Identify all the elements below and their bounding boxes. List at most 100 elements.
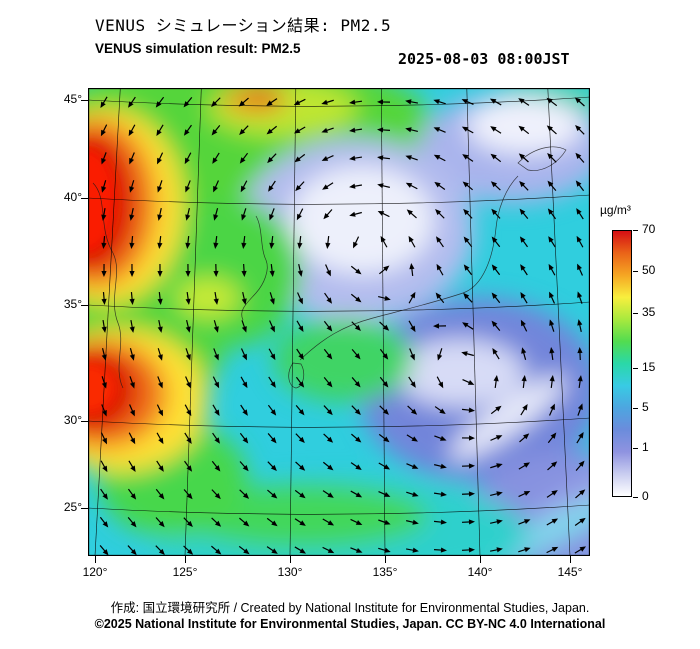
meridian-line [289,88,297,556]
wind-arrow [213,208,219,221]
parallel-line [88,417,590,428]
wind-arrow [463,292,473,303]
wind-arrow [211,489,221,500]
wind-arrow [297,235,303,249]
wind-arrow [322,461,334,471]
wind-arrow [377,210,390,218]
wind-arrow [321,127,334,133]
wind-arrow [156,404,164,417]
copyright-line: ©2025 National Institute for Environment… [94,617,606,631]
wind-arrow [351,405,361,416]
wind-arrow [408,235,416,248]
wind-arrow [294,518,306,526]
lat-tickmark [81,305,88,306]
wind-arrow [519,433,530,443]
wind-arrow [437,348,443,361]
wind-arrow [213,235,219,249]
wind-arrow [406,491,419,497]
wind-arrow [378,265,390,275]
wind-arrow [547,432,557,444]
lat-tickmark [81,508,88,509]
wind-arrow [294,153,306,163]
wind-arrow [493,375,499,389]
wind-arrow [409,263,415,277]
wind-arrow [406,519,419,525]
wind-arrow [213,291,219,305]
wind-arrow [378,519,391,525]
wind-arrow [294,489,306,499]
wind-arrow [156,432,164,445]
wind-arrow [127,488,137,500]
wind-arrow [129,291,135,305]
wind-arrow [549,291,556,304]
lon-tickmark [95,556,96,563]
parallel-line [88,504,590,515]
wind-arrow [323,433,334,443]
wind-arrow [351,349,361,360]
wind-arrow [462,322,474,330]
wind-arrow [575,460,585,471]
wind-arrow [185,180,191,193]
wind-arrow [127,545,137,556]
wind-arrow [128,432,136,445]
wind-arrow [379,405,389,415]
lon-tickmark [385,556,386,563]
wind-arrow [100,460,108,473]
wind-arrow [520,319,528,332]
wind-arrow [211,460,221,472]
wind-arrow [239,489,250,499]
wind-arrow [490,463,503,469]
wind-arrow [405,99,419,105]
wind-arrow [380,235,388,248]
wind-arrow [185,376,191,389]
wind-arrow [267,433,277,444]
wind-arrow [547,208,557,220]
wind-arrow [324,292,333,304]
wind-arrow [129,208,135,221]
wind-arrow [434,406,446,415]
wind-arrow [293,98,306,106]
wind-arrow [409,348,415,361]
wind-arrow [518,491,531,498]
wind-arrow [266,517,278,527]
wind-arrow [577,291,583,304]
wind-arrow [518,547,531,553]
wind-arrow [101,180,107,193]
wind-arrow [323,405,333,416]
wind-arrow [157,291,163,305]
wind-arrow [297,292,303,305]
wind-arrow [185,263,191,277]
wind-arrow [546,125,557,135]
wind-arrow [213,263,219,277]
wind-arrow [212,376,220,389]
wind-arrow [576,432,584,444]
wind-arrow [378,295,391,301]
wind-arrow [239,432,249,444]
wind-arrow [433,127,446,133]
wind-arrow [267,404,277,416]
wind-arrow [549,375,555,389]
wind-arrow [269,320,275,333]
wind-arrow [322,490,334,498]
wind-arrow [435,292,445,304]
wind-arrow [574,517,586,526]
wind-arrow [461,463,475,469]
wind-arrow [547,461,558,471]
wind-arrow [461,435,475,441]
wind-arrow [461,407,475,413]
wind-arrow [295,181,305,192]
wind-arrow [574,546,587,554]
meridian-line [547,88,571,556]
wind-arrow [212,432,220,444]
wind-arrow [128,124,136,137]
wind-arrow [377,99,391,105]
wind-arrow [574,97,585,107]
wind-arrow [490,519,503,525]
wind-arrow [492,348,500,360]
wind-arrow [548,403,555,416]
wind-arrow [546,97,558,107]
wind-arrow [213,180,220,193]
wind-arrow [183,124,192,136]
wind-arrow [266,98,278,106]
wind-arrow [129,180,135,193]
